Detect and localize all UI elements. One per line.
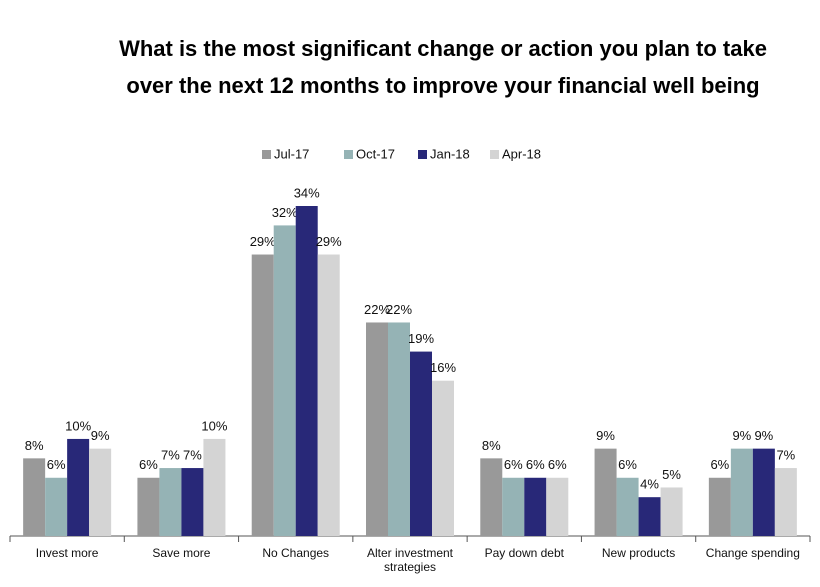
- bar: [638, 497, 661, 536]
- bar: [23, 458, 46, 536]
- data-label: 6%: [710, 457, 729, 472]
- data-label: 16%: [430, 360, 456, 375]
- data-label: 7%: [776, 447, 795, 462]
- data-label: 7%: [161, 447, 180, 462]
- data-label: 29%: [316, 234, 342, 249]
- data-label: 9%: [754, 428, 773, 443]
- legend-label: Jan-18: [430, 146, 470, 161]
- data-label: 7%: [183, 447, 202, 462]
- data-label: 6%: [47, 457, 66, 472]
- legend-swatch: [490, 150, 499, 159]
- legend-label: Jul-17: [274, 146, 309, 161]
- data-label: 6%: [618, 457, 637, 472]
- data-label: 5%: [662, 467, 681, 482]
- bar: [502, 477, 525, 536]
- bar: [594, 448, 617, 536]
- data-label: 9%: [732, 428, 751, 443]
- bar: [524, 477, 547, 536]
- x-tick-label: Pay down debt: [484, 546, 564, 560]
- bar: [366, 322, 388, 536]
- data-label: 34%: [294, 185, 320, 200]
- bar: [137, 477, 160, 536]
- data-label: 10%: [65, 418, 91, 433]
- bar: [251, 254, 274, 536]
- bar: [317, 254, 340, 536]
- data-label: 6%: [504, 457, 523, 472]
- x-tick-label: Alter investment strategies: [366, 546, 454, 574]
- chart-title: What is the most significant change or a…: [119, 36, 767, 61]
- bar: [295, 206, 318, 536]
- data-label: 8%: [482, 438, 501, 453]
- data-label: 10%: [201, 418, 227, 433]
- x-tick-label: Change spending: [705, 546, 800, 560]
- bar: [660, 487, 683, 536]
- data-label: 4%: [640, 477, 659, 492]
- bar: [159, 468, 182, 536]
- bar: [410, 351, 432, 536]
- bar: [730, 448, 753, 536]
- data-label: 29%: [250, 234, 276, 249]
- bar: [480, 458, 503, 536]
- data-label: 22%: [364, 302, 390, 317]
- legend-swatch: [418, 150, 427, 159]
- bar: [546, 477, 569, 536]
- legend-label: Apr-18: [502, 146, 541, 161]
- x-tick-label: Invest more: [35, 546, 99, 560]
- data-label: 32%: [272, 205, 298, 220]
- x-tick-label: No Changes: [262, 546, 330, 560]
- bar: [89, 448, 112, 536]
- legend-swatch: [344, 150, 353, 159]
- bar: [273, 225, 296, 537]
- bar: [616, 477, 639, 536]
- data-label: 22%: [386, 302, 412, 317]
- bar: [774, 468, 797, 536]
- data-label: 9%: [596, 428, 615, 443]
- x-tick-label: New products: [601, 546, 676, 560]
- data-label: 6%: [139, 457, 158, 472]
- bar: [752, 448, 775, 536]
- bar: [432, 380, 454, 536]
- bar: [203, 438, 226, 536]
- bar: [67, 438, 90, 536]
- x-tick-label: Save more: [152, 546, 211, 560]
- bar: [181, 468, 204, 536]
- bar: [388, 322, 410, 536]
- legend-swatch: [262, 150, 271, 159]
- bar: [45, 477, 68, 536]
- data-label: 6%: [526, 457, 545, 472]
- bar: [708, 477, 731, 536]
- data-label: 8%: [25, 438, 44, 453]
- legend-label: Oct-17: [356, 146, 395, 161]
- chart-title: over the next 12 months to improve your …: [126, 73, 759, 98]
- data-label: 6%: [548, 457, 567, 472]
- data-label: 9%: [91, 428, 110, 443]
- data-label: 19%: [408, 331, 434, 346]
